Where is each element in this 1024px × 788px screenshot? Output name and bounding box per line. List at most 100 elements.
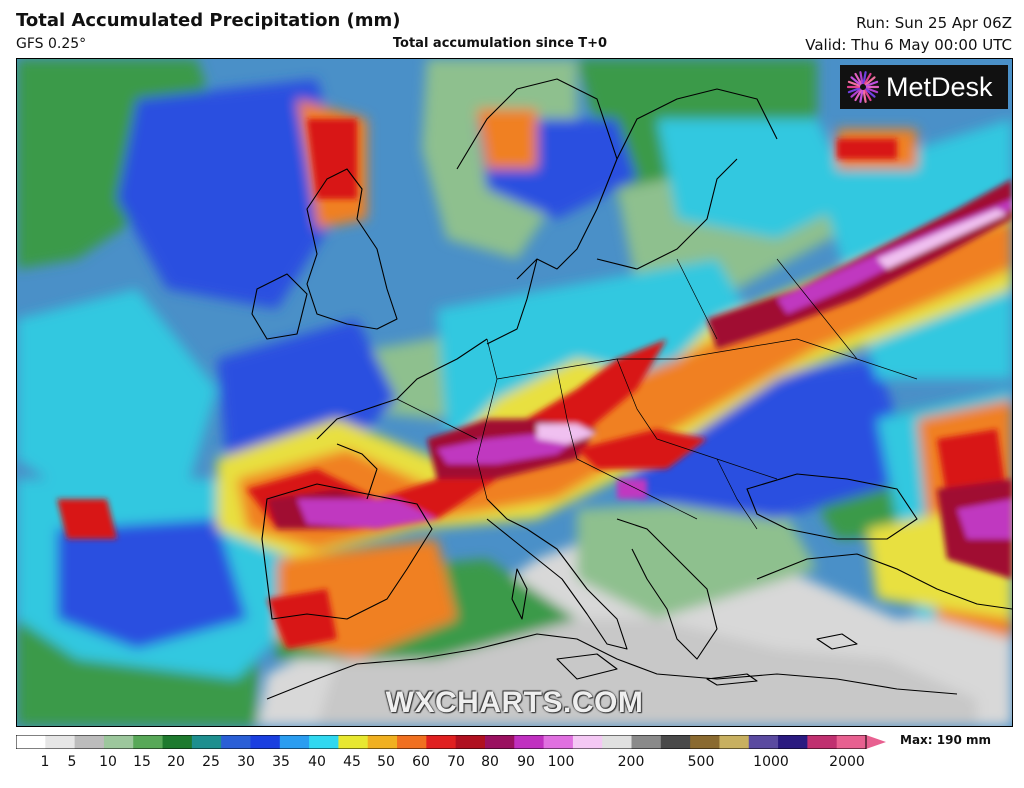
colorbar-tick-label: 45	[343, 754, 361, 770]
precip-core-layer	[57, 119, 1012, 649]
coastline	[616, 518, 718, 660]
colorbar-tick-label: 25	[202, 754, 220, 770]
precip-core	[307, 119, 357, 199]
colorbar-tick-label: 200	[617, 754, 645, 770]
colorbar-tick-label: 60	[412, 754, 430, 770]
logo-text: MetDesk	[886, 71, 993, 102]
precip-core	[877, 209, 1007, 269]
coastline	[596, 158, 738, 270]
colorbar-max-arrow	[866, 735, 886, 749]
metdesk-logo: MetDesk	[840, 65, 1008, 109]
precip-core	[837, 139, 897, 159]
colorbar-swatch	[191, 735, 222, 749]
colorbar-swatch	[719, 735, 750, 749]
colorbar-swatch	[338, 735, 369, 749]
colorbar-tick-label: 5	[67, 754, 77, 770]
colorbar-swatch	[543, 735, 574, 749]
colorbar-tick-label: 40	[308, 754, 326, 770]
precip-core	[537, 424, 597, 444]
precip-field-layer	[17, 59, 1012, 726]
coastline	[706, 673, 758, 686]
border-line	[716, 458, 758, 530]
precip-core	[577, 429, 707, 469]
border-line	[396, 398, 478, 440]
precip-zone-moderate	[657, 119, 857, 239]
precip-core	[437, 434, 577, 464]
coastline	[306, 168, 398, 330]
precip-zone-moderate	[117, 79, 347, 309]
watermark: WXCHARTS.COM	[385, 686, 644, 719]
colorbar-swatch	[514, 735, 545, 749]
coastline	[486, 498, 628, 650]
colorbar-swatch	[397, 735, 427, 749]
colorbar-swatch	[748, 735, 779, 749]
colorbar-swatch	[162, 735, 193, 749]
run-time: Run: Sun 25 Apr 06Z	[856, 14, 1012, 32]
coastline	[336, 443, 378, 500]
precip-zone-heavy	[477, 109, 537, 169]
colorbar-tick-label: 80	[481, 754, 499, 770]
colorbar-tick-label: 90	[517, 754, 535, 770]
colorbar-swatch	[279, 735, 310, 749]
colorbar-swatch	[778, 735, 808, 749]
border-line	[616, 358, 778, 480]
precip-zone-moderate	[17, 289, 217, 499]
colorbar-swatch	[16, 735, 46, 749]
chart-subtitle: Total accumulation since T+0	[392, 36, 608, 51]
colorbar-swatch	[45, 735, 76, 749]
colorbar-swatch	[572, 735, 603, 749]
precip-core	[617, 479, 647, 499]
colorbar-swatch	[367, 735, 398, 749]
colorbar-tick-label: 50	[377, 754, 395, 770]
precip-zone-moderate	[57, 519, 247, 649]
colorbar-swatch	[631, 735, 662, 749]
coastline	[556, 653, 618, 680]
colorbar-swatch	[103, 735, 134, 749]
colorbar-swatch	[836, 735, 867, 749]
precip-core	[57, 499, 117, 539]
colorbar-swatch	[250, 735, 281, 749]
chart-title: Total Accumulated Precipitation (mm)	[16, 10, 401, 31]
precip-core	[957, 499, 1012, 539]
colorbar-tick-label: 500	[687, 754, 715, 770]
metdesk-starburst-icon	[846, 71, 880, 103]
coastline	[261, 483, 433, 620]
coastline	[251, 273, 308, 340]
colorbar-tick-label: 1000	[753, 754, 789, 770]
coastline	[616, 88, 778, 160]
colorbar	[16, 735, 886, 749]
map-canvas	[17, 59, 1012, 726]
colorbar-tick-label: 70	[447, 754, 465, 770]
coastline	[816, 633, 858, 650]
colorbar-swatch	[133, 735, 164, 749]
precip-core	[937, 429, 1007, 499]
coastline	[756, 553, 1012, 610]
colorbar-tick-label: 1	[40, 754, 50, 770]
colorbar-tick-label: 10	[99, 754, 117, 770]
model-label: GFS 0.25°	[16, 36, 87, 52]
colorbar-swatch	[807, 735, 838, 749]
coastline	[266, 633, 958, 700]
coastline	[746, 473, 918, 540]
border-line	[476, 338, 498, 500]
colorbar-tick-label: 2000	[829, 754, 865, 770]
colorbar-swatch	[426, 735, 457, 749]
colorbar-swatch	[690, 735, 721, 749]
colorbar-swatch	[660, 735, 691, 749]
coastline	[511, 568, 528, 620]
border-line	[556, 368, 698, 520]
border-line	[776, 258, 858, 360]
valid-time: Valid: Thu 6 May 00:00 UTC	[805, 36, 1012, 54]
colorbar-swatch	[484, 735, 515, 749]
precip-core	[267, 589, 337, 649]
colorbar-swatch	[309, 735, 340, 749]
border-line	[496, 338, 918, 380]
colorbar-tick-label: 100	[547, 754, 575, 770]
colorbar-tick-label: 15	[133, 754, 151, 770]
precipitation-map: MetDesk WXCHARTS.COM	[16, 58, 1013, 727]
coastline-layer	[251, 78, 1012, 700]
colorbar-swatch	[455, 735, 486, 749]
colorbar-swatch	[602, 735, 633, 749]
colorbar-swatch	[221, 735, 252, 749]
colorbar-tick-label: 20	[167, 754, 185, 770]
